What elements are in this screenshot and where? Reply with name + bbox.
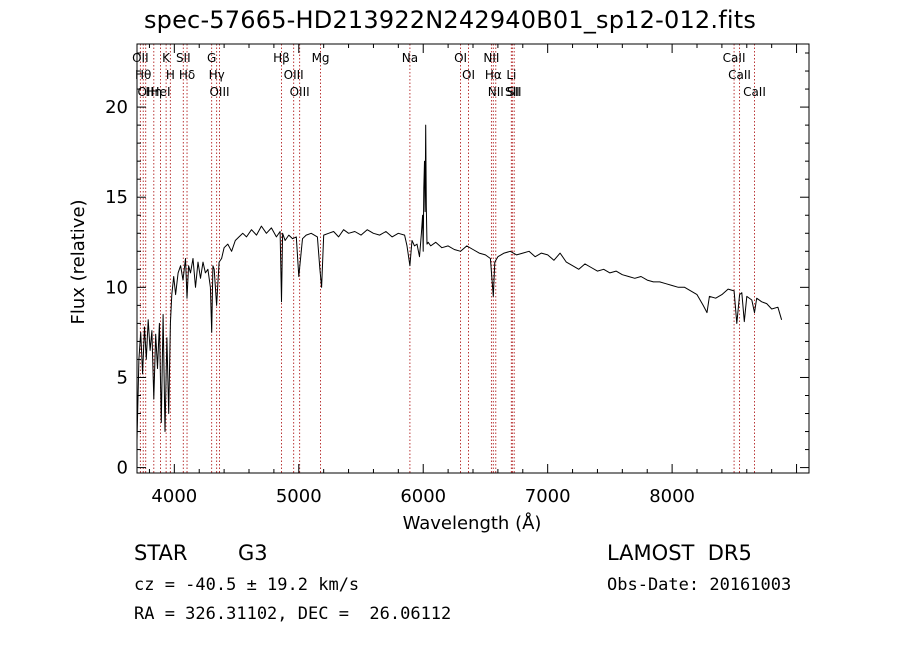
plot-frame	[136, 43, 810, 474]
observation-date: Obs-Date: 20161003	[607, 575, 792, 595]
line-label-14: OIII	[290, 85, 310, 99]
line-label-5: K	[162, 51, 171, 65]
line-label-19: NII	[483, 51, 499, 65]
coordinates-readout: RA = 326.31102, DEC = 26.06112	[134, 604, 452, 624]
survey-name: LAMOST DR5	[607, 541, 752, 565]
x-tick-label: 8000	[649, 486, 695, 507]
velocity-readout: cz = -40.5 ± 19.2 km/s	[134, 575, 360, 595]
line-label-7: SII	[176, 51, 191, 65]
line-label-17: OI	[454, 51, 467, 65]
line-label-4: HeI	[151, 85, 171, 99]
x-tick-label: 6000	[400, 486, 446, 507]
line-label-23: SII	[505, 85, 520, 99]
line-label-24: SII	[507, 85, 522, 99]
y-axis: 0 5 10 15 20	[105, 52, 809, 479]
x-tick-label: 4000	[151, 486, 197, 507]
x-axis: 4000 5000 6000 7000 8000	[148, 44, 798, 507]
x-tick-label: 5000	[276, 486, 322, 507]
y-tick-label: 20	[105, 97, 128, 118]
object-subclass: G3	[238, 541, 268, 565]
line-label-9: G	[207, 51, 216, 65]
line-label-3: Hη	[145, 85, 162, 99]
line-label-16: Na	[402, 51, 418, 65]
line-label-25: CaII	[723, 51, 746, 65]
line-label-6: H	[166, 68, 175, 82]
spectral-line-markers	[139, 44, 755, 473]
line-label-0: OII	[132, 51, 149, 65]
line-label-2: OII	[137, 85, 154, 99]
line-label-27: CaII	[743, 85, 766, 99]
line-label-13: OIII	[284, 68, 304, 82]
line-label-10: Hγ	[209, 68, 225, 82]
line-label-26: CaII	[728, 68, 751, 82]
y-tick-label: 10	[105, 277, 128, 298]
y-axis-label: Flux (relative)	[68, 199, 89, 324]
y-tick-label: 5	[117, 367, 128, 388]
line-label-12: Hβ	[273, 51, 290, 65]
y-tick-label: 0	[117, 458, 128, 479]
object-class: STAR	[134, 541, 188, 565]
x-axis-label: Wavelength (Å)	[403, 512, 542, 534]
line-label-20: Hα	[485, 68, 502, 82]
line-label-15: Mg	[312, 51, 330, 65]
line-label-8: Hδ	[179, 68, 195, 82]
spectrum-series	[136, 124, 783, 441]
line-label-18: OI	[462, 68, 475, 82]
y-tick-label: 15	[105, 187, 128, 208]
x-tick-label: 7000	[525, 486, 571, 507]
line-label-11: OIII	[209, 85, 229, 99]
line-label-22: Li	[506, 68, 516, 82]
line-label-21: NII	[488, 85, 504, 99]
chart-title: spec-57665-HD213922N242940B01_sp12-012.f…	[143, 6, 757, 34]
spectrum-line	[136, 124, 783, 441]
